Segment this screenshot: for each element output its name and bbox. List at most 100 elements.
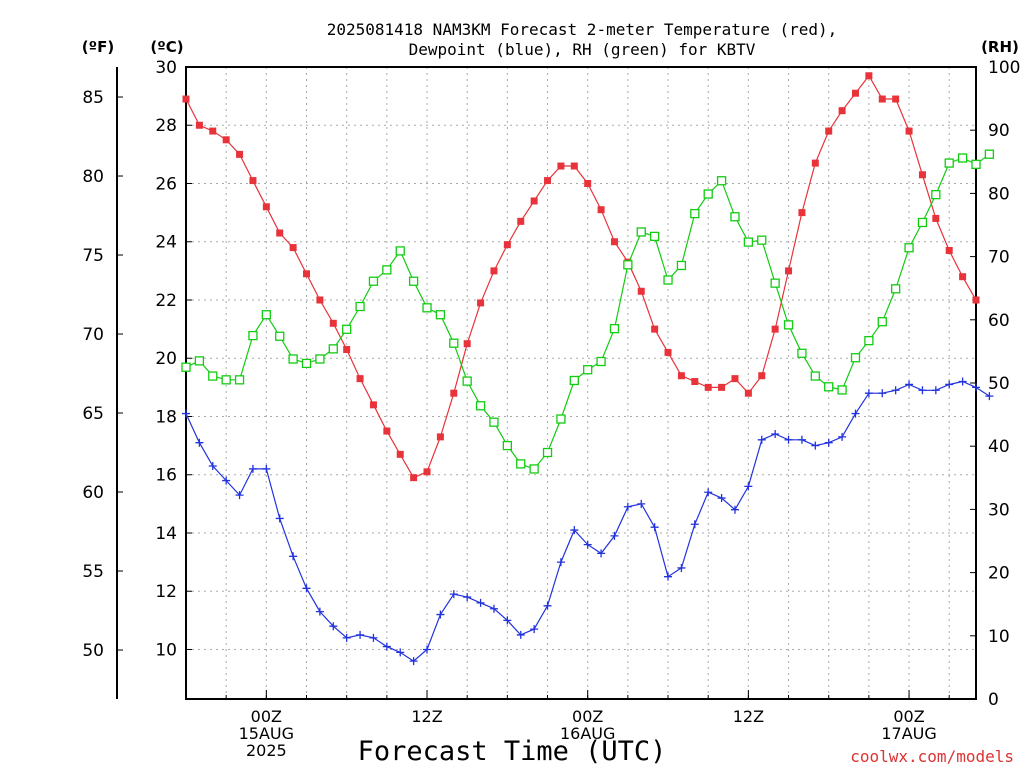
temperature-point: [758, 372, 766, 380]
dewpoint-point: [583, 540, 592, 549]
rh-point: [636, 227, 646, 237]
dewpoint-point: [369, 633, 378, 642]
rh-point: [676, 260, 687, 271]
celsius-tick-label: 26: [155, 174, 177, 194]
dewpoint-point: [262, 464, 271, 473]
dewpoint-point: [516, 630, 525, 639]
temperature-point: [209, 127, 217, 135]
dewpoint-point: [784, 435, 793, 444]
dewpoint-point: [222, 476, 231, 485]
temperature-point: [811, 159, 819, 167]
temperature-point: [490, 267, 498, 275]
temperature-point: [369, 401, 377, 409]
dewpoint-point: [248, 464, 257, 473]
fahrenheit-tick-label: 70: [82, 325, 104, 345]
temperature-point: [878, 95, 886, 103]
temperature-point: [195, 121, 203, 129]
dewpoint-point: [289, 552, 298, 561]
rh-tick-label: 50: [988, 374, 1010, 394]
dewpoint-point: [864, 389, 873, 398]
rh-point: [837, 385, 847, 395]
fahrenheit-tick-label: 65: [82, 404, 104, 424]
dewpoint-point: [610, 531, 619, 540]
rh-point: [301, 358, 312, 369]
dewpoint-point: [556, 558, 565, 567]
rh-point: [623, 260, 633, 270]
rh-tick-label: 30: [988, 500, 1010, 520]
temperature-point: [383, 427, 391, 435]
celsius-tick-label: 22: [155, 291, 177, 311]
celsius-tick-label: 24: [155, 233, 177, 253]
temperature-point: [544, 177, 552, 185]
dewpoint-point: [811, 441, 820, 450]
temperature-point: [597, 206, 605, 214]
rh-point: [342, 324, 352, 334]
credit-text: coolwx.com/models: [850, 747, 1014, 766]
celsius-tick-label: 14: [155, 524, 177, 544]
rh-point: [609, 323, 620, 334]
temperature-point: [262, 203, 270, 211]
dewpoint-point: [664, 572, 673, 581]
rh-point: [248, 330, 258, 341]
rh-point: [382, 265, 392, 275]
rh-tick-label: 40: [988, 437, 1010, 457]
chart-title-line2: Dewpoint (blue), RH (green) for KBTV: [409, 40, 756, 59]
dewpoint-point: [744, 482, 753, 491]
x-tick-label: 2025: [246, 741, 287, 760]
temperature-point: [718, 383, 726, 391]
dewpoint-point: [597, 549, 606, 558]
x-tick-label: 00Z: [251, 707, 282, 726]
temperature-point: [423, 468, 431, 476]
temperature-point: [329, 319, 337, 327]
rh-point: [783, 320, 794, 330]
dewpoint-point: [985, 392, 994, 401]
temperature-point: [905, 127, 913, 135]
rh-point: [904, 243, 914, 253]
plot-frame: [185, 66, 977, 700]
temperature-point: [517, 217, 525, 225]
rh-point: [877, 317, 887, 327]
rh-axis-label: (RH): [981, 38, 1019, 56]
rh-point: [435, 310, 446, 320]
temperature-point: [651, 325, 659, 333]
dewpoint-point: [195, 438, 204, 447]
rh-point: [850, 353, 861, 363]
temperature-point: [637, 287, 645, 295]
rh-point: [529, 464, 539, 474]
temperature-point: [945, 246, 953, 254]
rh-point: [971, 159, 981, 169]
fahrenheit-axis-label: (ºF): [82, 38, 114, 56]
rh-point: [944, 158, 954, 168]
dewpoint-point: [463, 593, 472, 602]
dewpoint-point: [650, 523, 659, 532]
temperature-point: [356, 375, 364, 383]
rh-point: [703, 189, 713, 199]
rh-point: [556, 414, 566, 424]
rh-point: [234, 375, 245, 385]
fahrenheit-tick-label: 80: [82, 167, 104, 187]
rh-point: [810, 371, 820, 381]
dewpoint-point: [503, 616, 512, 625]
rh-point: [730, 212, 740, 222]
rh-point: [449, 338, 459, 348]
x-tick-label: 00Z: [572, 707, 603, 726]
celsius-tick-label: 20: [155, 349, 177, 369]
temperature-point: [410, 474, 418, 482]
temperature-point: [744, 389, 752, 397]
dewpoint-point: [476, 598, 485, 607]
dewpoint-point: [637, 499, 646, 508]
dewpoint-point: [543, 601, 552, 610]
fahrenheit-tick-label: 85: [82, 88, 104, 108]
rh-point: [181, 362, 191, 372]
temperature-point: [825, 127, 833, 135]
rh-point: [663, 275, 673, 285]
rh-point: [984, 149, 995, 159]
rh-point: [422, 303, 432, 313]
dewpoint-point: [891, 386, 900, 395]
temperature-point: [463, 340, 471, 348]
temperature-point: [851, 89, 859, 97]
temperature-point: [610, 238, 618, 246]
dewpoint-point: [945, 380, 954, 389]
temperature-point: [918, 171, 926, 179]
